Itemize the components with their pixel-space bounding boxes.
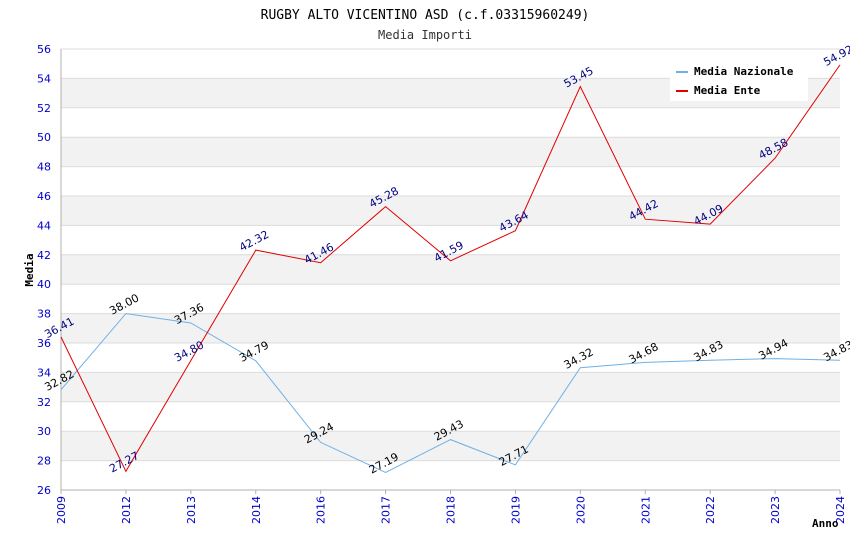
y-tick-label: 54 (37, 72, 51, 85)
y-tick-label: 56 (37, 43, 51, 56)
grid-band (61, 137, 840, 167)
legend: Media Nazionale Media Ente (670, 61, 808, 101)
y-tick-label: 26 (37, 484, 51, 497)
x-tick-label: 2013 (185, 496, 198, 524)
legend-box (670, 61, 808, 101)
x-ticks: 2009 2012 2013 2014 2016 2017 2018 2019 2020 2021… (55, 490, 847, 524)
chart-title: RUGBY ALTO VICENTINO ASD (c.f.0331596024… (261, 8, 590, 23)
x-tick-label: 2018 (445, 496, 458, 524)
y-tick-label: 28 (37, 455, 51, 468)
grid-bands (61, 78, 840, 461)
data-label-media-ente: 42.32 (237, 228, 271, 254)
y-tick-label: 40 (37, 278, 51, 291)
x-tick-label: 2021 (639, 496, 652, 524)
x-tick-label: 2022 (704, 496, 717, 524)
y-tick-label: 34 (37, 366, 51, 379)
x-axis-label: Anno (812, 517, 839, 530)
y-ticks: 26 28 30 32 34 36 38 40 42 44 46 48 50 52 54 56 (37, 43, 51, 497)
legend-label-media-nazionale: Media Nazionale (694, 65, 794, 78)
y-axis-label: Media (23, 253, 36, 286)
x-tick-label: 2016 (315, 496, 328, 524)
series-line-media-nazionale (60, 313, 841, 474)
chart-subtitle: Media Importi (378, 28, 472, 42)
legend-label-media-ente: Media Ente (694, 84, 761, 97)
x-tick-label: 2009 (55, 496, 68, 524)
y-tick-label: 52 (37, 102, 51, 115)
grid-band (61, 372, 840, 402)
y-tick-label: 30 (37, 425, 51, 438)
grid-band (61, 313, 840, 343)
series-lines (60, 64, 841, 474)
y-tick-label: 46 (37, 190, 51, 203)
y-tick-label: 38 (37, 308, 51, 321)
x-tick-label: 2012 (120, 496, 133, 524)
grid-band (61, 254, 840, 285)
data-label-media-nazionale: 34.32 (562, 345, 596, 371)
x-tick-label: 2024 (834, 496, 847, 524)
y-tick-label: 36 (37, 337, 51, 350)
y-tick-label: 50 (37, 131, 51, 144)
x-tick-label: 2020 (574, 496, 587, 524)
y-tick-label: 42 (37, 249, 51, 262)
x-tick-label: 2017 (380, 496, 393, 524)
series-line-media-ente (60, 64, 841, 473)
grid-band (61, 196, 840, 226)
y-tick-label: 48 (37, 161, 51, 174)
x-tick-label: 2014 (250, 496, 263, 524)
x-tick-label: 2023 (769, 496, 782, 524)
x-tick-label: 2019 (509, 496, 522, 524)
y-tick-label: 32 (37, 396, 51, 409)
y-tick-label: 44 (37, 219, 51, 232)
grid-band (61, 431, 840, 461)
data-label-media-ente: 54.92 (821, 43, 850, 69)
